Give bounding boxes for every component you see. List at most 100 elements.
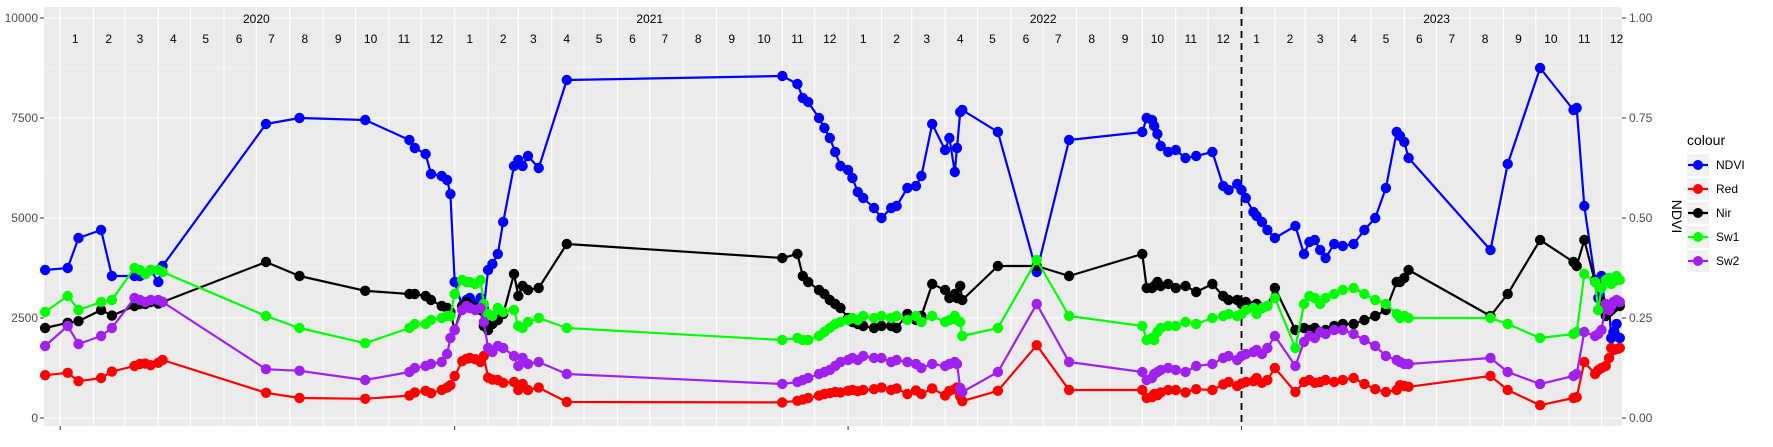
month-label: 1 (72, 32, 79, 46)
red-point (1502, 384, 1513, 396)
ndvi-point (1155, 140, 1166, 152)
red-point (916, 388, 927, 400)
sw2-point (1207, 358, 1218, 370)
red-point (1191, 384, 1202, 395)
nir-point (992, 260, 1004, 272)
ndvi-point (949, 166, 960, 178)
sw2-point (891, 354, 902, 366)
sw2-point (95, 330, 107, 342)
plot-panel (44, 7, 1622, 426)
ndvi-point (1579, 200, 1590, 212)
sw2-point (1262, 342, 1273, 354)
series-red (39, 340, 1626, 411)
y-tick-label: 7500 (11, 111, 38, 125)
sw1-point (1337, 284, 1349, 296)
red-point (1337, 374, 1349, 386)
sw1-point (95, 296, 107, 308)
month-label: 3 (923, 32, 930, 46)
sw1-point (522, 316, 534, 328)
red-point (1240, 376, 1252, 388)
ndvi-point (927, 118, 938, 130)
red-point (445, 380, 456, 391)
ndvi-point (939, 144, 951, 156)
ndvi-point (842, 164, 854, 176)
sw1-point (992, 322, 1004, 334)
ndvi-point (1614, 332, 1626, 344)
ndvi-point (1534, 62, 1546, 74)
sw1-point (145, 264, 156, 276)
ndvi-point (1240, 192, 1252, 204)
red-point (1290, 386, 1301, 398)
month-label: 5 (1383, 32, 1390, 46)
month-label: 11 (1185, 32, 1198, 46)
ndvi-point (1502, 158, 1513, 170)
y-tick-label: 0 (31, 411, 38, 425)
sw1-point (891, 310, 902, 322)
sw1-point (445, 310, 456, 322)
red-point (957, 396, 968, 407)
red-point (478, 350, 489, 362)
sw1-point (508, 304, 520, 316)
month-label: 2 (1287, 32, 1294, 46)
sw1-point (803, 334, 814, 346)
ndvi-point (1137, 126, 1148, 138)
sw2-point (777, 378, 788, 390)
red-point (876, 382, 887, 393)
month-label: 9 (335, 32, 342, 46)
ndvi-point (1348, 238, 1359, 250)
ndvi-point (902, 182, 913, 194)
red-point (803, 392, 814, 404)
ndvi-point (1485, 244, 1496, 256)
red-point (1534, 400, 1546, 411)
month-label: 6 (629, 32, 636, 46)
axes: 0 2500 5000 7500 10000 0.00 0.25 0.50 0.75 1.00 ND… (5, 11, 1685, 430)
nir-point (1269, 282, 1281, 294)
ndvi-point (1370, 212, 1381, 224)
ndvi-point (1320, 252, 1331, 264)
sw1-point (858, 310, 869, 322)
y-tick-label: 5000 (11, 211, 38, 225)
red-point (360, 393, 371, 404)
sw1-point (1579, 268, 1590, 280)
month-label: 6 (236, 32, 243, 46)
sw2-point (1403, 358, 1414, 370)
sw2-point (957, 386, 968, 398)
ndvi-point (876, 212, 887, 224)
red-point (62, 367, 73, 378)
red-point (777, 397, 788, 408)
sw2-point (1137, 366, 1148, 378)
month-label: 12 (430, 32, 444, 46)
sw2-point (62, 320, 73, 332)
red-point (522, 384, 534, 396)
sw1-point (916, 316, 927, 328)
ndvi-point (1223, 184, 1234, 196)
sw2-point (533, 356, 544, 368)
sw1-point (39, 306, 51, 318)
sw1-point (475, 274, 486, 286)
ndvi-point (441, 174, 453, 186)
red-point (1320, 374, 1331, 386)
year-label: 2023 (1423, 12, 1450, 26)
y2-tick-label: 0.00 (1629, 411, 1653, 425)
red-point (927, 383, 938, 394)
sw2-point (1031, 298, 1042, 310)
month-label: 10 (757, 32, 771, 46)
legend-item-nir: Nir (1687, 202, 1731, 224)
sw2-point (436, 356, 447, 368)
sw1-point (449, 288, 460, 300)
red-point (1603, 352, 1615, 364)
year-label: 2022 (1030, 12, 1057, 26)
sw1-point (294, 322, 305, 334)
month-label: 12 (1610, 32, 1624, 46)
nir-point (1191, 286, 1202, 298)
month-label: 3 (137, 32, 144, 46)
month-label: 5 (596, 32, 603, 46)
sw2-point (902, 356, 913, 368)
nir-point (1399, 272, 1410, 284)
ndvi-point (916, 170, 927, 182)
month-label: 7 (268, 32, 275, 46)
ndvi-point (1290, 220, 1301, 232)
red-point (409, 387, 420, 398)
sw2-point (445, 332, 456, 344)
